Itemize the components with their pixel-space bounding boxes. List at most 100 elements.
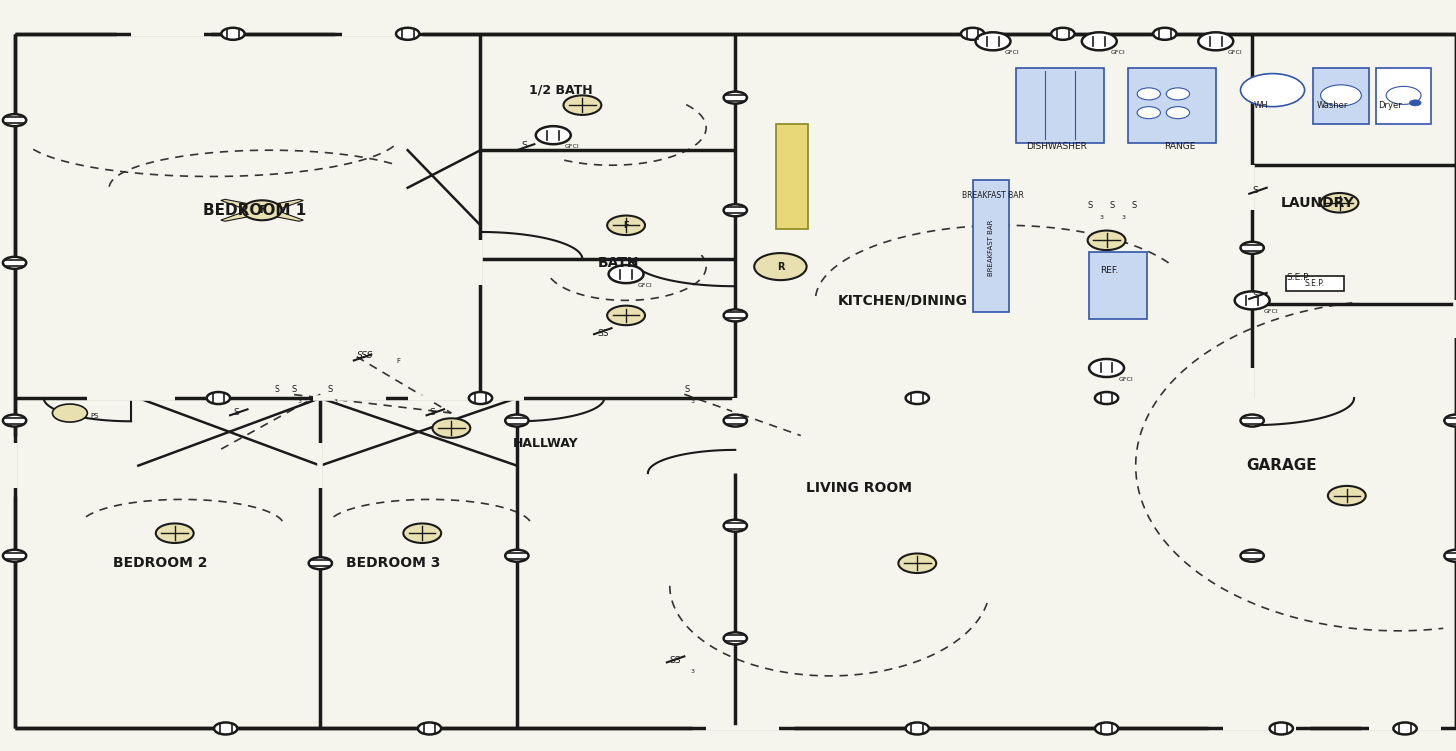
Circle shape [309, 557, 332, 569]
Text: Washer: Washer [1316, 101, 1348, 110]
Text: BEDROOM 2: BEDROOM 2 [114, 556, 207, 570]
Text: GFCI: GFCI [1264, 309, 1278, 315]
Circle shape [3, 114, 26, 126]
Text: S: S [291, 385, 297, 394]
Circle shape [1444, 550, 1456, 562]
Text: S: S [1109, 201, 1115, 210]
Bar [1089, 252, 1147, 319]
Text: BREAKFAST BAR: BREAKFAST BAR [962, 191, 1024, 200]
Circle shape [1137, 88, 1160, 100]
Circle shape [1444, 415, 1456, 427]
Circle shape [1137, 107, 1160, 119]
Circle shape [214, 722, 237, 734]
Text: F: F [259, 205, 265, 216]
Circle shape [1088, 231, 1125, 250]
Text: 3: 3 [297, 399, 301, 404]
Text: 1/2 BATH: 1/2 BATH [529, 83, 593, 97]
Text: GARAGE: GARAGE [1246, 458, 1316, 473]
Circle shape [724, 309, 747, 321]
Circle shape [1393, 722, 1417, 734]
Polygon shape [264, 210, 303, 222]
Circle shape [976, 32, 1010, 50]
Circle shape [1270, 722, 1293, 734]
Circle shape [3, 257, 26, 269]
Circle shape [898, 553, 936, 573]
Circle shape [1386, 86, 1421, 104]
Text: WH: WH [1254, 101, 1268, 110]
Circle shape [563, 95, 601, 115]
Circle shape [1321, 193, 1358, 213]
Circle shape [3, 550, 26, 562]
Circle shape [961, 28, 984, 40]
Text: 3: 3 [333, 399, 338, 404]
Circle shape [607, 216, 645, 235]
Circle shape [906, 392, 929, 404]
Polygon shape [221, 210, 261, 222]
Text: SSS: SSS [357, 351, 373, 360]
Text: R: R [776, 261, 785, 272]
Circle shape [505, 550, 529, 562]
Circle shape [724, 92, 747, 104]
Circle shape [3, 415, 26, 427]
Circle shape [1153, 28, 1176, 40]
Text: S: S [328, 385, 333, 394]
Text: SS: SS [670, 656, 681, 665]
Circle shape [396, 28, 419, 40]
Text: S: S [521, 141, 527, 150]
Bar [1286, 276, 1344, 291]
Text: S: S [275, 385, 280, 394]
Circle shape [1235, 291, 1270, 309]
Circle shape [1089, 359, 1124, 377]
Text: 3: 3 [1121, 215, 1125, 220]
Text: 3: 3 [690, 399, 695, 404]
Circle shape [221, 28, 245, 40]
Text: GFCI: GFCI [1005, 50, 1019, 56]
Circle shape [1095, 722, 1118, 734]
Text: KITCHEN/DINING: KITCHEN/DINING [837, 294, 968, 307]
Text: HALLWAY: HALLWAY [513, 436, 579, 450]
Circle shape [1198, 32, 1233, 50]
Text: GFCI: GFCI [1118, 377, 1133, 382]
Bar [1128, 68, 1216, 143]
Text: S: S [1252, 186, 1258, 195]
Text: S: S [1131, 201, 1137, 210]
Circle shape [1051, 28, 1075, 40]
Text: S: S [1088, 201, 1093, 210]
Text: REF.: REF. [1101, 266, 1118, 275]
Text: S: S [684, 385, 690, 394]
Circle shape [724, 520, 747, 532]
Text: S.E.P.: S.E.P. [1305, 279, 1325, 288]
Text: SS: SS [597, 329, 609, 338]
Text: 3: 3 [690, 669, 695, 674]
Circle shape [754, 253, 807, 280]
Circle shape [403, 523, 441, 543]
Circle shape [1166, 88, 1190, 100]
Bar [973, 180, 1009, 312]
Circle shape [207, 392, 230, 404]
Text: PS: PS [90, 413, 99, 419]
Circle shape [1082, 32, 1117, 50]
Circle shape [1241, 415, 1264, 427]
Polygon shape [221, 199, 261, 210]
Text: BEDROOM 1: BEDROOM 1 [204, 203, 306, 218]
Circle shape [505, 415, 529, 427]
Polygon shape [264, 199, 303, 210]
Circle shape [724, 415, 747, 427]
Text: 3: 3 [1099, 215, 1104, 220]
Bar [776, 124, 808, 229]
Text: GFCI: GFCI [565, 144, 579, 149]
Text: RANGE: RANGE [1163, 142, 1195, 151]
Circle shape [52, 404, 87, 422]
Circle shape [607, 306, 645, 325]
Text: LIVING ROOM: LIVING ROOM [807, 481, 911, 495]
Circle shape [156, 523, 194, 543]
Circle shape [724, 204, 747, 216]
Circle shape [609, 265, 644, 283]
Text: S: S [430, 408, 435, 417]
Text: F: F [623, 221, 629, 230]
Text: S: S [1252, 291, 1258, 300]
Circle shape [1241, 550, 1264, 562]
Bar [1376, 68, 1431, 124]
Text: DISHWASHER: DISHWASHER [1026, 142, 1088, 151]
Circle shape [1095, 392, 1118, 404]
